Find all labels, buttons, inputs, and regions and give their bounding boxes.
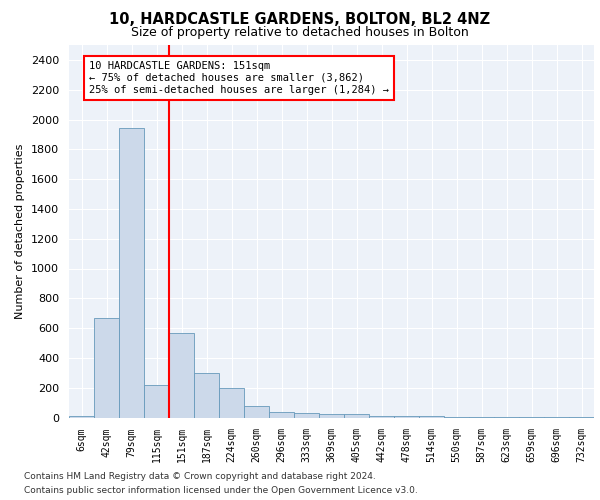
- Text: Contains public sector information licensed under the Open Government Licence v3: Contains public sector information licen…: [24, 486, 418, 495]
- Bar: [69, 416, 94, 418]
- Bar: [419, 416, 444, 418]
- Bar: [519, 417, 544, 418]
- Bar: [444, 417, 469, 418]
- Bar: [394, 416, 419, 418]
- Bar: [544, 417, 569, 418]
- Bar: [369, 416, 394, 418]
- Text: Size of property relative to detached houses in Bolton: Size of property relative to detached ho…: [131, 26, 469, 39]
- Bar: [94, 318, 119, 418]
- Text: 10, HARDCASTLE GARDENS, BOLTON, BL2 4NZ: 10, HARDCASTLE GARDENS, BOLTON, BL2 4NZ: [109, 12, 491, 28]
- Bar: [269, 412, 294, 418]
- Bar: [494, 417, 519, 418]
- Bar: [119, 128, 144, 418]
- Bar: [569, 417, 594, 418]
- Bar: [144, 384, 169, 418]
- Text: Contains HM Land Registry data © Crown copyright and database right 2024.: Contains HM Land Registry data © Crown c…: [24, 472, 376, 481]
- Bar: [294, 413, 319, 418]
- Bar: [469, 417, 494, 418]
- Bar: [244, 406, 269, 418]
- Bar: [169, 332, 194, 418]
- Bar: [319, 414, 344, 418]
- Bar: [344, 414, 369, 418]
- Y-axis label: Number of detached properties: Number of detached properties: [16, 144, 25, 319]
- Text: 10 HARDCASTLE GARDENS: 151sqm
← 75% of detached houses are smaller (3,862)
25% o: 10 HARDCASTLE GARDENS: 151sqm ← 75% of d…: [89, 62, 389, 94]
- Bar: [194, 373, 219, 418]
- Bar: [219, 388, 244, 418]
